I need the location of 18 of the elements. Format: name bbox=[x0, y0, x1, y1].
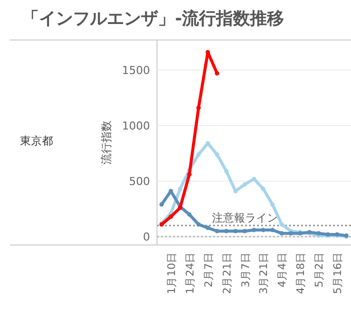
x-tick-label: 1月24日 bbox=[184, 252, 196, 294]
x-tick-label: 5月16日 bbox=[332, 252, 344, 294]
y-tick-label: 500 bbox=[129, 175, 150, 188]
ref-line-label: 注意報ライン bbox=[212, 212, 278, 225]
y-tick-label: 1000 bbox=[122, 120, 150, 133]
x-tick-label: 1月10日 bbox=[166, 252, 178, 294]
y-tick-label: 1500 bbox=[122, 64, 150, 77]
x-tick-label: 2月21日 bbox=[221, 252, 234, 294]
x-tick-label: 4月4日 bbox=[276, 252, 289, 288]
x-tick-label: 3月21日 bbox=[258, 252, 270, 294]
x-tick-label: 2月7日 bbox=[202, 252, 215, 288]
y-tick-label: 0 bbox=[143, 230, 150, 244]
text: 東京都 bbox=[20, 134, 53, 148]
y-axis-title: 流行指数 bbox=[100, 120, 113, 164]
x-tick-label: 3月7日 bbox=[240, 252, 252, 288]
chart-title: 「インフルエンザ」-流行指数推移 bbox=[22, 9, 284, 29]
x-tick-label: 4月18日 bbox=[295, 252, 308, 294]
x-tick-label: 5月2日 bbox=[314, 252, 326, 288]
